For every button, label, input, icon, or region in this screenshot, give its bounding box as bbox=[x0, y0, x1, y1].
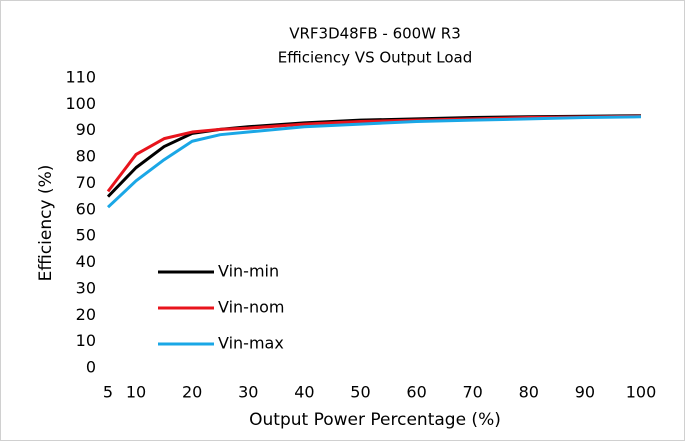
y-tick-label: 10 bbox=[76, 331, 96, 350]
chart-title: VRF3D48FB - 600W R3 bbox=[289, 25, 461, 43]
y-tick-label: 30 bbox=[76, 278, 96, 297]
x-tick-label: 90 bbox=[575, 383, 595, 402]
x-tick-label: 60 bbox=[406, 383, 426, 402]
y-tick-label: 110 bbox=[65, 68, 96, 87]
y-tick-label: 90 bbox=[76, 120, 96, 139]
x-tick-label: 30 bbox=[238, 383, 258, 402]
x-tick-label: 100 bbox=[626, 383, 657, 402]
y-tick-label: 80 bbox=[76, 147, 96, 166]
y-tick-label: 40 bbox=[76, 252, 96, 271]
chart-subtitle: Efficiency VS Output Load bbox=[278, 49, 472, 67]
legend-label: Vin-max bbox=[218, 334, 284, 353]
x-tick-label: 10 bbox=[126, 383, 146, 402]
y-tick-label: 0 bbox=[86, 358, 96, 377]
x-tick-label: 20 bbox=[182, 383, 202, 402]
series-line bbox=[106, 115, 642, 209]
x-axis-label: Output Power Percentage (%) bbox=[249, 410, 501, 430]
y-tick-label: 60 bbox=[76, 199, 96, 218]
legend-label: Vin-nom bbox=[218, 298, 284, 317]
y-axis-label: Efficiency (%) bbox=[36, 165, 56, 282]
x-tick-label: 40 bbox=[294, 383, 314, 402]
y-tick-label: 20 bbox=[76, 305, 96, 324]
legend-label: Vin-min bbox=[218, 262, 279, 281]
x-tick-label: 50 bbox=[350, 383, 370, 402]
y-tick-label: 100 bbox=[65, 94, 96, 113]
y-tick-label: 50 bbox=[76, 226, 96, 245]
y-tick-label: 70 bbox=[76, 173, 96, 192]
x-tick-label: 80 bbox=[519, 383, 539, 402]
x-tick-label: 70 bbox=[463, 383, 483, 402]
x-tick-label: 5 bbox=[103, 383, 113, 402]
